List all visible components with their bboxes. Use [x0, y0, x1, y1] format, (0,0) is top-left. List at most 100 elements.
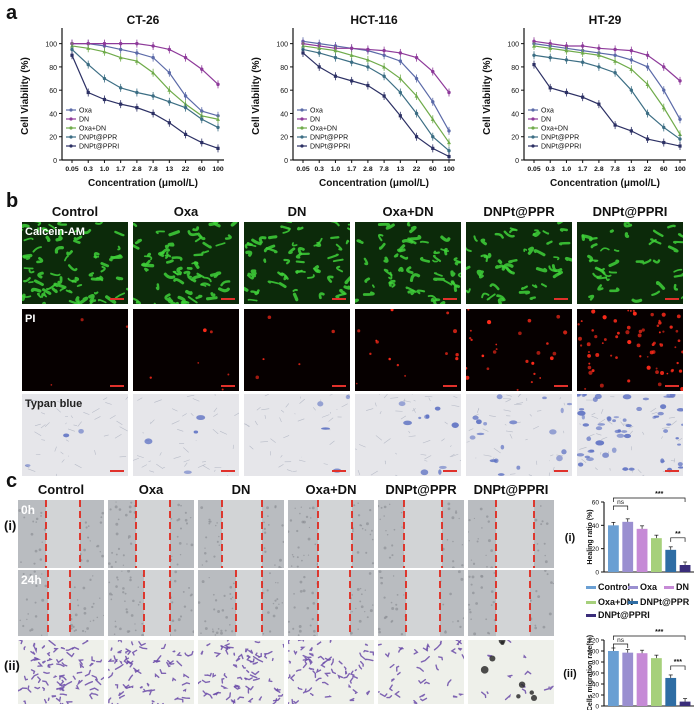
legend-marker [69, 144, 73, 148]
cell-cluster [73, 239, 81, 244]
data-point [365, 57, 370, 62]
sig-label: *** [655, 629, 663, 636]
cell-texture [472, 562, 476, 565]
dark-particle [480, 666, 489, 674]
cell-texture [455, 510, 457, 513]
data-point [349, 60, 354, 64]
migrated-cell [352, 689, 358, 694]
dead-cell-dot [468, 336, 472, 340]
cell-texture [473, 517, 476, 520]
scale-bar [554, 298, 568, 300]
cell-texture [32, 520, 35, 523]
cell-texture [395, 607, 399, 611]
stained-cell [472, 415, 479, 420]
migrated-cell [263, 650, 273, 655]
migrated-cell [315, 677, 322, 682]
scratch-gap [48, 570, 70, 636]
background-fiber [516, 402, 524, 405]
bar-legend-label: DNPt@PPRI [598, 610, 650, 620]
c-header-dnpt-ppr: DNPt@PPR [385, 482, 457, 497]
cell-cluster [364, 277, 371, 283]
migrated-cell [235, 657, 241, 662]
dead-cell-dot [587, 365, 592, 370]
cell-texture [103, 614, 104, 617]
cell-cluster [146, 252, 152, 257]
cell-texture [35, 517, 39, 521]
dead-cell-dot [445, 352, 448, 355]
migrated-cell [309, 647, 313, 652]
dead-cell-dot [125, 325, 128, 328]
migrated-cell [91, 674, 98, 681]
data-point [216, 146, 220, 150]
y-tick-label: 40 [511, 111, 519, 118]
dead-cell-dot [599, 383, 604, 388]
dead-cell-dot [646, 355, 649, 358]
background-fiber [213, 407, 218, 413]
cell-cluster [457, 272, 461, 278]
dead-cell-dot [625, 330, 630, 335]
cell-texture [35, 521, 38, 523]
cell-texture [26, 507, 30, 511]
migrated-cell [277, 693, 284, 697]
cell-texture [114, 625, 117, 628]
cell-texture [209, 520, 212, 523]
migrated-cell [254, 652, 261, 658]
background-fiber [449, 453, 455, 458]
cell-cluster [398, 244, 406, 252]
cell-cluster [518, 290, 531, 295]
cell-texture [274, 506, 277, 509]
bar [665, 549, 677, 572]
data-point [200, 117, 204, 121]
cell-cluster [205, 296, 218, 301]
cell-cluster [167, 299, 179, 304]
cell-texture [73, 586, 76, 589]
cell-cluster [288, 247, 296, 255]
cell-cluster [406, 222, 411, 227]
cell-texture [485, 618, 488, 621]
y-tick-label: 0 [595, 704, 599, 710]
y-axis-label: Cells migration rate(%) [587, 635, 594, 710]
cell-cluster [371, 284, 375, 288]
data-point [645, 82, 650, 86]
migrated-cell [396, 665, 400, 672]
migrated-cell [65, 647, 74, 651]
migrated-cell [349, 677, 354, 684]
cell-texture [125, 610, 129, 614]
cell-texture [471, 575, 475, 579]
background-fiber [375, 435, 383, 441]
x-tick-label: 0.05 [527, 166, 540, 173]
background-fiber [668, 416, 676, 419]
cell-texture [180, 504, 182, 507]
cell-texture [529, 599, 532, 602]
background-fiber [422, 440, 431, 444]
cell-cluster [597, 284, 604, 291]
cell-texture [114, 505, 118, 509]
background-fiber [379, 411, 382, 415]
migrated-cell [51, 695, 57, 698]
migrated-cell [187, 650, 194, 657]
cell-texture [360, 593, 363, 596]
cell-texture [378, 627, 381, 631]
migrated-cell [309, 692, 314, 697]
dead-cell-dot [516, 388, 519, 391]
image-bg [355, 309, 461, 391]
image-bg [244, 222, 350, 304]
migrated-cell [128, 674, 134, 681]
migrated-cell [241, 664, 247, 669]
background-fiber [285, 403, 290, 408]
migrated-cell [139, 646, 148, 650]
bar [622, 652, 634, 706]
cell-texture [137, 586, 139, 588]
cell-texture [82, 586, 86, 590]
migrated-cell [321, 681, 329, 686]
b-header-oxa: Oxa [173, 204, 199, 219]
cell-cluster [71, 276, 80, 283]
cell-texture [480, 586, 484, 589]
dead-cell-dot [536, 351, 541, 355]
cell-cluster [407, 289, 415, 296]
data-point [118, 86, 123, 90]
background-fiber [408, 430, 411, 434]
migrated-cell [53, 647, 59, 653]
dead-cell-dot [549, 356, 554, 361]
dead-cell-dot [669, 325, 673, 329]
